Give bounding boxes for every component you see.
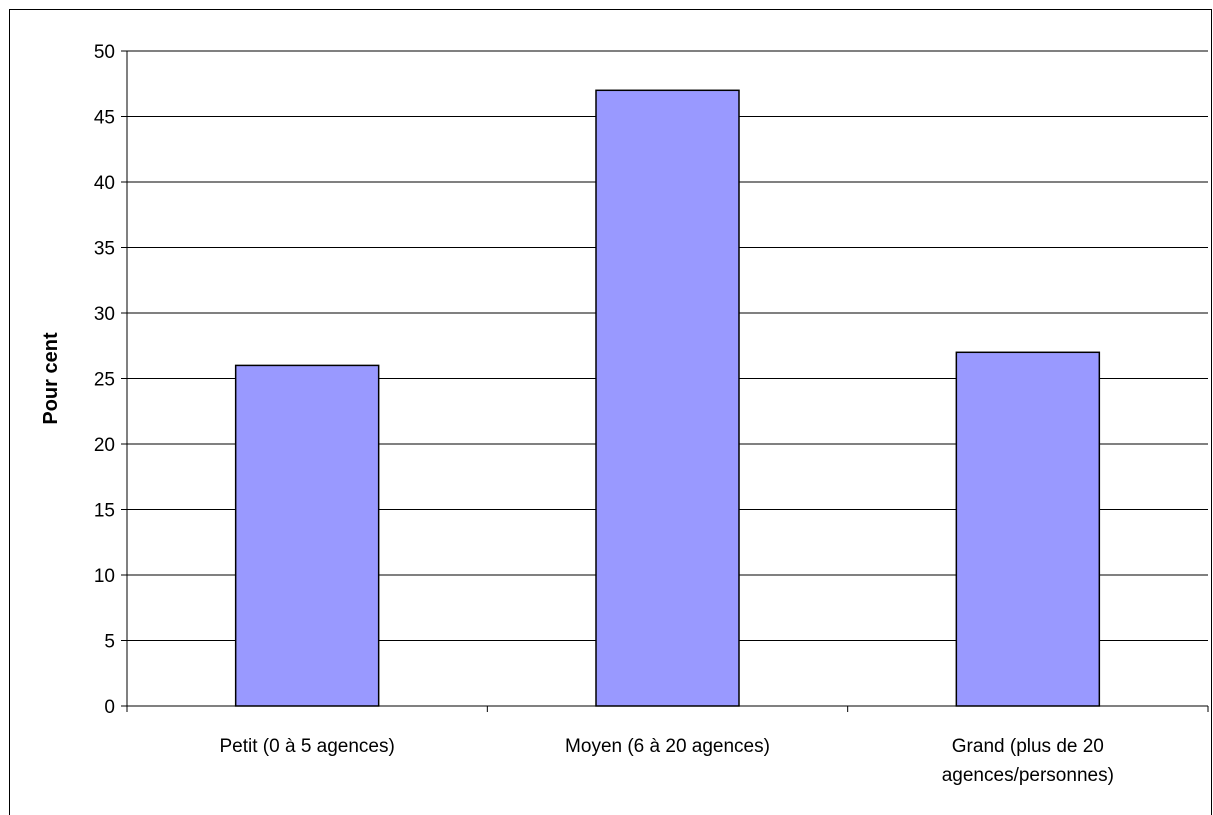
bar — [955, 351, 1101, 707]
y-tick-label: 5 — [104, 632, 115, 653]
bar — [234, 364, 380, 707]
x-category-label: Petit (0 à 5 agences) — [220, 736, 395, 757]
axes — [121, 50, 1209, 712]
y-tick-label: 15 — [94, 501, 115, 522]
chart-frame — [9, 9, 1212, 815]
y-axis-title: Pour cent — [40, 332, 62, 425]
y-tick-label: 40 — [94, 173, 115, 194]
y-tick-labels: 0 5 10 15 20 25 30 35 40 45 50 — [94, 42, 115, 718]
y-tick-label: 0 — [104, 697, 115, 718]
y-tick-label: 30 — [94, 304, 115, 325]
y-tick-label: 50 — [94, 42, 115, 63]
x-category-labels: Petit (0 à 5 agences) Moyen (6 à 20 agenc… — [220, 736, 1114, 786]
x-category-label: Grand (plus de 20 — [952, 736, 1104, 757]
y-tick-label: 45 — [94, 108, 115, 129]
bars — [234, 89, 1101, 707]
y-tick-label: 10 — [94, 566, 115, 587]
x-category-label: agences/personnes) — [942, 765, 1114, 786]
y-tick-label: 35 — [94, 239, 115, 260]
y-tick-label: 25 — [94, 370, 115, 391]
bar — [595, 89, 740, 707]
x-category-label: Moyen (6 à 20 agences) — [565, 736, 770, 757]
y-tick-label: 20 — [94, 435, 115, 456]
